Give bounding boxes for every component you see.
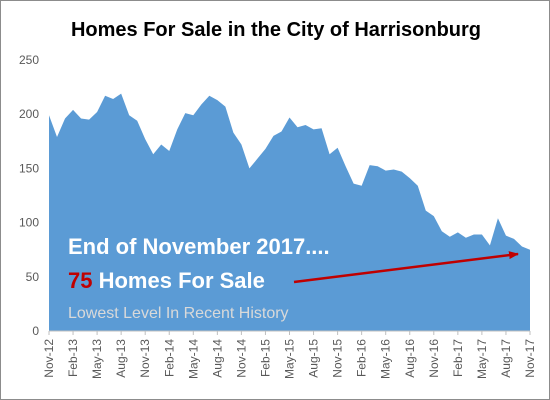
- x-tick-label: Nov-15: [331, 339, 345, 378]
- y-tick-label: 100: [19, 216, 39, 230]
- x-tick-label: May-15: [283, 339, 297, 379]
- x-axis: Nov-12 Feb-13 May-13 Aug-13 Nov-13 Feb-14 May-…: [42, 331, 537, 379]
- x-tick-label: Nov-13: [138, 339, 152, 378]
- annotation-line3: Lowest Level In Recent History: [68, 305, 289, 322]
- x-tick-label: Aug-16: [403, 339, 417, 378]
- x-tick-label: Feb-15: [258, 339, 272, 377]
- x-tick-label: Nov-17: [523, 339, 537, 378]
- x-tick-label: Aug-14: [210, 339, 224, 378]
- annotation-line2: 75 Homes For Sale: [68, 268, 265, 293]
- annotation-number: 75: [68, 268, 92, 293]
- y-tick-label: 0: [32, 324, 39, 338]
- x-tick-label: Aug-13: [114, 339, 128, 378]
- y-tick-label: 200: [19, 107, 39, 121]
- x-tick-label: Feb-16: [355, 339, 369, 377]
- y-tick-label: 50: [26, 270, 40, 284]
- x-tick-label: May-14: [186, 339, 200, 379]
- annotation-arrow: [293, 251, 519, 284]
- x-tick-label: Nov-12: [42, 339, 56, 378]
- y-tick-label: 250: [19, 53, 39, 67]
- x-tick-label: Nov-14: [234, 339, 248, 378]
- x-tick-label: Feb-13: [66, 339, 80, 377]
- x-tick-label: Feb-17: [451, 339, 465, 377]
- annotation-line2-text: Homes For Sale: [92, 268, 264, 293]
- x-tick-label: May-13: [90, 339, 104, 379]
- x-tick-label: Nov-16: [427, 339, 441, 378]
- x-tick-label: May-17: [475, 339, 489, 379]
- y-tick-label: 150: [19, 161, 39, 175]
- x-tick-label: Aug-17: [499, 339, 513, 378]
- x-tick-label: May-16: [379, 339, 393, 379]
- series-area: [49, 93, 530, 331]
- x-tick-label: Feb-14: [162, 339, 176, 377]
- annotation-line1: End of November 2017....: [68, 234, 330, 259]
- x-tick-label: Aug-15: [307, 339, 321, 378]
- y-axis: 0 50 100 150 200 250: [19, 53, 39, 338]
- chart-title: Homes For Sale in the City of Harrisonbu…: [70, 19, 482, 41]
